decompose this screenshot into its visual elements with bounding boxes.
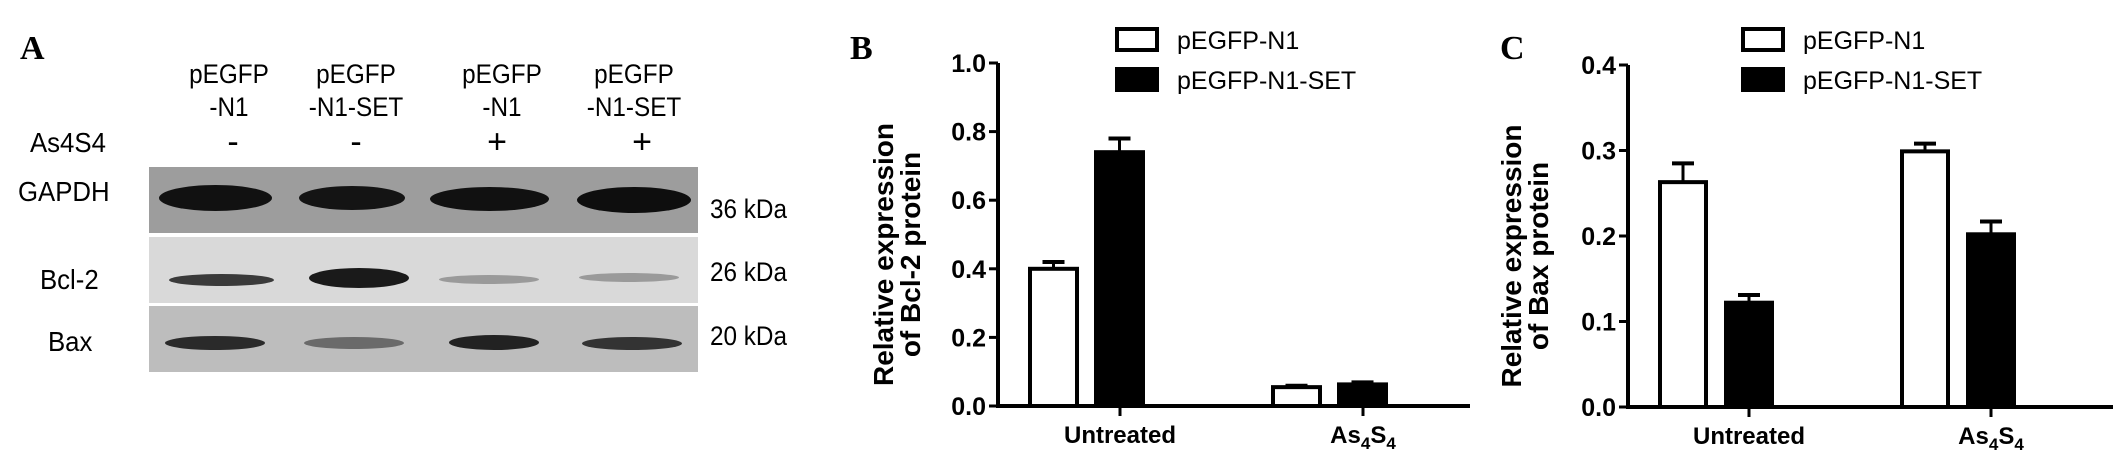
y-tick-label: 0.2 xyxy=(951,324,986,352)
lane-4-treatment: + xyxy=(632,123,652,161)
y-tick-label: 0.6 xyxy=(951,187,986,215)
y-tick-label: 1.0 xyxy=(951,50,986,78)
panel-a-letter: A xyxy=(20,30,45,67)
bar xyxy=(1724,300,1774,409)
y-tick-label: 0.0 xyxy=(951,393,986,421)
y-axis-title: of Bcl-2 protein xyxy=(895,152,926,357)
band-gapdh-lane-3 xyxy=(430,187,549,211)
band-bcl2-lane-3 xyxy=(439,275,539,284)
chart-c-bax: 0.0 0.1 0.2 0.3 0.4 Untreated As4S4 pEGFP-N1 pEG… xyxy=(1496,27,2113,454)
lane-1-treatment: - xyxy=(227,123,239,161)
legend-swatch xyxy=(1115,67,1159,92)
panel-c-letter: C xyxy=(1500,30,1525,67)
band-bcl2-lane-1 xyxy=(169,274,274,286)
bar xyxy=(1966,232,2016,409)
band-bax-lane-2 xyxy=(304,337,404,349)
bar xyxy=(1028,266,1079,408)
band-bcl2-lane-2 xyxy=(309,268,409,288)
lane-3-treatment: + xyxy=(487,123,507,161)
y-tick-label: 0.0 xyxy=(1581,394,1616,422)
size-label-bax: 20 kDa xyxy=(710,321,788,351)
lane-2-treatment: - xyxy=(350,123,362,161)
band-bax-lane-3 xyxy=(449,335,539,350)
y-tick-label: 0.2 xyxy=(1581,223,1616,251)
x-tick-label: Untreated xyxy=(1064,422,1176,449)
treatment-label: As4S4 xyxy=(30,127,106,158)
bar xyxy=(1271,385,1322,409)
legend-swatch xyxy=(1741,27,1785,52)
chart-b-bcl2: 0.0 0.2 0.4 0.6 0.8 1.0 Untreated As4S4 pEGFP-N1… xyxy=(868,27,1470,453)
y-tick-label: 0.3 xyxy=(1581,138,1616,166)
row-label-bcl2: Bcl-2 xyxy=(40,264,99,295)
bar xyxy=(1094,150,1145,408)
y-tick-label: 0.4 xyxy=(951,256,986,284)
lane-4-label: pEGFP -N1-SET xyxy=(586,59,682,122)
x-tick-label: As4S4 xyxy=(1958,423,2024,454)
band-gapdh-lane-1 xyxy=(159,185,272,211)
row-label-bax: Bax xyxy=(48,326,93,357)
band-gapdh-lane-4 xyxy=(577,187,691,213)
y-axis-title: Relative expression xyxy=(868,123,899,386)
legend-swatch xyxy=(1741,67,1785,92)
band-bax-lane-1 xyxy=(165,336,265,350)
y-axis-title: Relative expression xyxy=(1496,124,1527,387)
lane-3-label: pEGFP -N1 xyxy=(462,59,542,122)
blot-gapdh xyxy=(149,167,698,233)
bar xyxy=(1900,149,1950,409)
legend-label: pEGFP-N1 xyxy=(1177,27,1299,55)
y-axis-title: of Bax protein xyxy=(1523,162,1554,350)
lane-2-label: pEGFP -N1-SET xyxy=(308,59,404,122)
band-bcl2-lane-4 xyxy=(579,273,679,282)
blot-bax xyxy=(149,306,698,372)
legend-label: pEGFP-N1 xyxy=(1803,27,1925,55)
legend-label: pEGFP-N1-SET xyxy=(1803,67,1982,95)
y-tick-label: 0.8 xyxy=(951,119,986,147)
y-tick-label: 0.4 xyxy=(1581,52,1616,80)
x-tick-label: As4S4 xyxy=(1330,422,1396,453)
band-bax-lane-4 xyxy=(582,337,682,350)
size-label-gapdh: 36 kDa xyxy=(710,194,788,224)
legend-label: pEGFP-N1-SET xyxy=(1177,67,1356,95)
legend-swatch xyxy=(1115,27,1159,52)
panel-b-letter: B xyxy=(850,30,873,67)
lane-1-label: pEGFP -N1 xyxy=(189,59,269,122)
x-tick-label: Untreated xyxy=(1693,423,1805,450)
band-gapdh-lane-2 xyxy=(299,186,405,210)
y-tick-label: 0.1 xyxy=(1581,309,1616,337)
row-label-gapdh: GAPDH xyxy=(18,176,110,207)
blot-bcl2 xyxy=(149,237,698,303)
bar xyxy=(1658,180,1708,409)
size-label-bcl2: 26 kDa xyxy=(710,257,788,287)
bar xyxy=(1337,382,1388,408)
